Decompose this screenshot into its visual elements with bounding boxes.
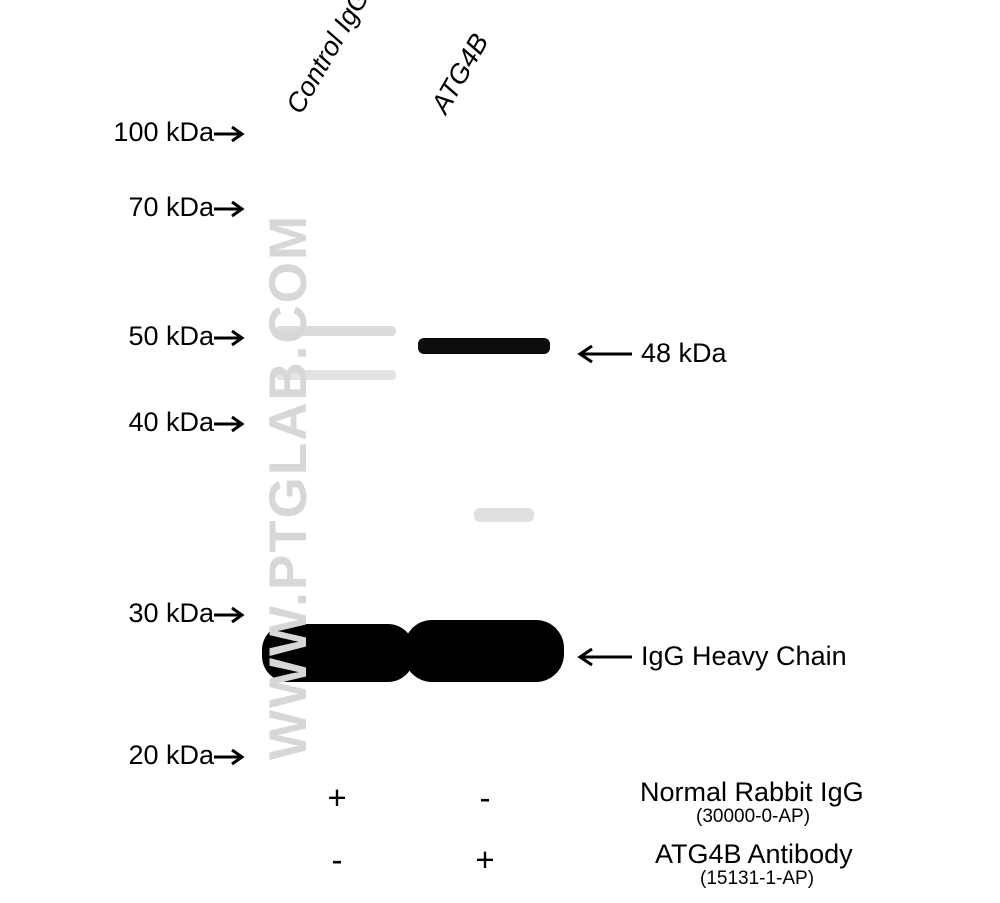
mw-label-4: 30 kDa xyxy=(128,598,246,629)
blot-lane-area xyxy=(249,92,567,764)
arrow-right-icon xyxy=(214,748,246,766)
mw-label-0: 100 kDa xyxy=(113,117,246,148)
treatment-row2-name: ATG4B Antibody xyxy=(655,839,853,870)
blot-band xyxy=(404,620,564,682)
mw-label-text: 30 kDa xyxy=(128,598,214,628)
mw-label-text: 50 kDa xyxy=(128,321,214,351)
mw-label-1: 70 kDa xyxy=(128,192,246,223)
arrow-right-icon xyxy=(214,200,246,218)
arrow-right-icon xyxy=(214,606,246,624)
pm-row2-sample: + xyxy=(470,841,500,879)
mw-label-5: 20 kDa xyxy=(128,740,246,771)
mw-label-2: 50 kDa xyxy=(128,321,246,352)
arrow-right-icon xyxy=(214,125,246,143)
blot-faint-band xyxy=(474,508,534,522)
mw-label-text: 70 kDa xyxy=(128,192,214,222)
pm-row2-control: - xyxy=(322,841,352,879)
treatment-row1-name: Normal Rabbit IgG xyxy=(640,777,864,808)
blot-band xyxy=(418,338,550,354)
arrow-heavy-chain xyxy=(576,646,634,668)
blot-faint-band xyxy=(276,326,396,336)
annotation-target-band: 48 kDa xyxy=(641,338,727,369)
mw-label-text: 20 kDa xyxy=(128,740,214,770)
treatment-row1-sub: (30000-0-AP) xyxy=(696,806,810,828)
blot-band xyxy=(262,624,414,682)
mw-label-text: 100 kDa xyxy=(113,117,214,147)
pm-row1-control: + xyxy=(322,779,352,817)
pm-row1-sample: - xyxy=(470,779,500,817)
arrow-target-band xyxy=(576,343,634,365)
blot-faint-band xyxy=(276,370,396,380)
treatment-row2-sub: (15131-1-AP) xyxy=(700,868,814,890)
mw-label-3: 40 kDa xyxy=(128,407,246,438)
arrow-right-icon xyxy=(214,415,246,433)
figure-canvas: WWW.PTGLAB.COM Control IgG ATG4B 100 kDa… xyxy=(0,0,1000,903)
mw-label-text: 40 kDa xyxy=(128,407,214,437)
annotation-heavy-chain: IgG Heavy Chain xyxy=(641,641,847,672)
arrow-right-icon xyxy=(214,329,246,347)
